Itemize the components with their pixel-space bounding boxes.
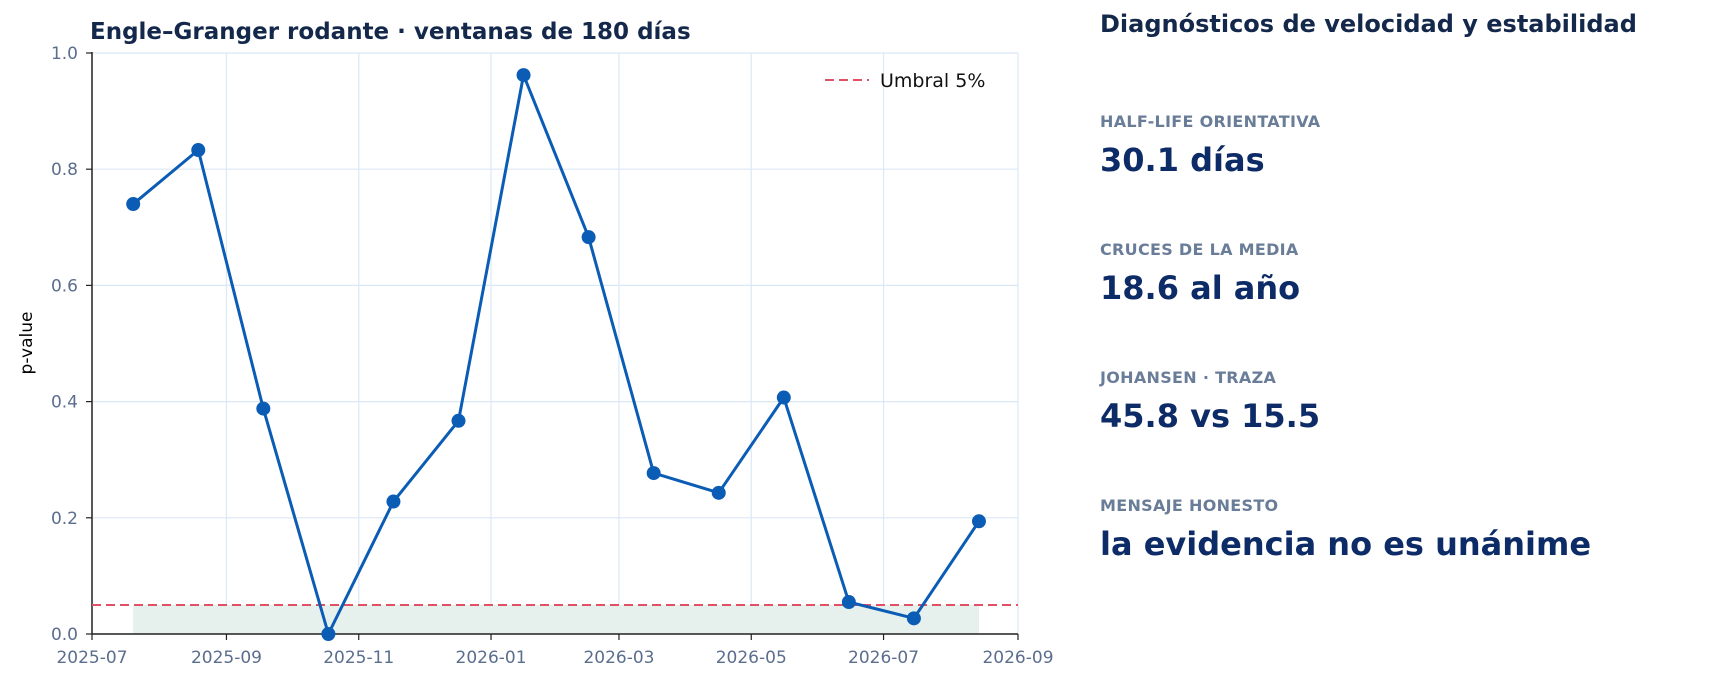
data-point	[256, 401, 271, 416]
data-point	[581, 230, 596, 245]
data-point	[516, 68, 531, 83]
metric-value: 45.8 vs 15.5	[1100, 397, 1321, 435]
rolling-pvalue-chart: Engle–Granger rodante · ventanas de 180 …	[17, 19, 1054, 668]
x-tick-label: 2026-03	[583, 648, 654, 668]
y-tick-label: 0.2	[51, 509, 78, 529]
grid-lines	[91, 52, 1019, 635]
x-tick-label: 2026-09	[982, 648, 1053, 668]
data-point	[191, 143, 206, 158]
panel-heading: Diagnósticos de velocidad y estabilidad	[1100, 10, 1637, 38]
data-point	[776, 390, 791, 405]
y-tick-label: 0.0	[51, 625, 78, 645]
data-point	[321, 627, 336, 641]
data-point	[386, 494, 401, 509]
metric-value: 18.6 al año	[1100, 269, 1301, 307]
data-point	[906, 611, 921, 626]
metric-value: la evidencia no es unánime	[1100, 525, 1592, 563]
chart-area: Engle–Granger rodante · ventanas de 180 …	[17, 19, 1054, 668]
data-point	[711, 485, 726, 500]
chart-title: Engle–Granger rodante · ventanas de 180 …	[90, 19, 691, 45]
diagnostics-panel: Diagnósticos de velocidad y estabilidad …	[1100, 0, 1700, 675]
x-tick-label: 2025-11	[323, 648, 394, 668]
metric-label: HALF-LIFE ORIENTATIVA	[1100, 112, 1321, 131]
metric-label: MENSAJE HONESTO	[1100, 496, 1279, 515]
metric-half-life: HALF-LIFE ORIENTATIVA 30.1 días	[1100, 112, 1320, 179]
data-point	[646, 466, 661, 481]
metric-value: 30.1 días	[1100, 141, 1265, 179]
metric-label: JOHANSEN · TRAZA	[1100, 368, 1277, 387]
x-tick-label: 2025-09	[191, 648, 262, 668]
y-tick-label: 0.4	[51, 393, 78, 413]
data-point	[126, 197, 141, 212]
y-axis-label: p-value	[17, 312, 37, 375]
threshold-fill-band	[133, 604, 979, 634]
metric-mean-crossings: CRUCES DE LA MEDIA 18.6 al año	[1100, 240, 1300, 307]
data-points	[126, 68, 986, 641]
x-tick-label: 2025-07	[56, 648, 127, 668]
axes	[86, 52, 1019, 640]
legend: Umbral 5%	[825, 70, 985, 92]
legend-threshold-label: Umbral 5%	[880, 70, 985, 92]
data-point	[451, 413, 466, 428]
x-tick-label: 2026-01	[456, 648, 527, 668]
data-point	[971, 514, 986, 529]
metric-honest-message: MENSAJE HONESTO la evidencia no es unáni…	[1100, 496, 1591, 563]
y-tick-label: 0.6	[51, 276, 78, 296]
tick-labels: 2025-07 2025-09 2025-11 2026-01 2026-03 2026-…	[51, 44, 1054, 668]
y-tick-label: 1.0	[51, 44, 78, 64]
series-line	[132, 73, 981, 636]
x-tick-label: 2026-07	[848, 648, 919, 668]
x-tick-label: 2026-05	[716, 648, 787, 668]
data-point	[841, 595, 856, 610]
metric-label: CRUCES DE LA MEDIA	[1100, 240, 1299, 259]
metric-johansen-trace: JOHANSEN · TRAZA 45.8 vs 15.5	[1100, 368, 1320, 435]
y-tick-label: 0.8	[51, 160, 78, 180]
